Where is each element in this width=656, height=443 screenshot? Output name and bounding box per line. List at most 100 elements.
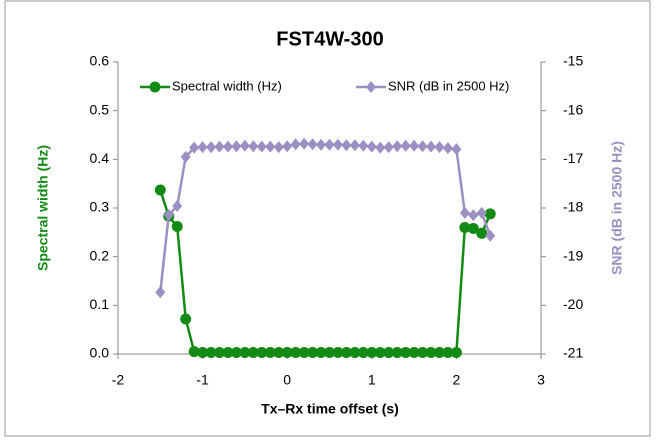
y2-tick-label: -18 [563, 199, 583, 215]
point [332, 347, 344, 359]
point [256, 347, 268, 359]
y-tick-label: 0.2 [90, 247, 110, 263]
point [450, 347, 462, 359]
point [247, 347, 259, 359]
point [290, 347, 302, 359]
point [426, 140, 437, 153]
point [409, 139, 420, 152]
point [485, 229, 496, 242]
point [459, 221, 471, 233]
point [434, 141, 445, 154]
point [316, 138, 327, 151]
point [383, 141, 394, 154]
point [188, 346, 200, 358]
point [214, 347, 226, 359]
legend-label: Spectral width (Hz) [172, 78, 282, 93]
y-tick-label: 0.4 [90, 150, 110, 166]
point [383, 347, 395, 359]
x-tick-label: 0 [283, 372, 291, 388]
point [340, 347, 352, 359]
chart-title: FST4W-300 [276, 28, 383, 50]
point [425, 347, 437, 359]
point [400, 139, 411, 152]
x-tick-label: 2 [453, 372, 461, 388]
y2-tick-label: -16 [563, 101, 583, 117]
point [417, 347, 429, 359]
point [400, 347, 412, 359]
x-tick-label: 3 [537, 372, 545, 388]
point [214, 140, 225, 153]
point [197, 347, 209, 359]
y2-tick-label: -17 [563, 150, 583, 166]
point [256, 140, 267, 153]
y-tick-label: 0.6 [90, 53, 110, 69]
point [230, 347, 242, 359]
y2-axis-label: SNR (dB in 2500 Hz) [609, 141, 625, 275]
point [349, 139, 360, 152]
point [375, 141, 386, 154]
legend-marker [149, 81, 161, 93]
point [222, 140, 233, 153]
x-tick-label: -2 [112, 372, 125, 388]
y2-tick-label: -21 [563, 345, 583, 361]
point [476, 206, 487, 219]
point [189, 141, 200, 154]
point [357, 347, 369, 359]
y2-tick-label: -19 [563, 247, 583, 263]
point [273, 347, 285, 359]
point [231, 140, 242, 153]
y-axis-label: Spectral width (Hz) [35, 145, 51, 271]
point [442, 347, 454, 359]
point [197, 141, 208, 154]
point [299, 137, 310, 150]
x-tick-label: -1 [196, 372, 209, 388]
point [307, 138, 318, 151]
x-axis-label: Tx–Rx time offset (s) [261, 401, 399, 417]
chart-frame [4, 0, 651, 437]
point [324, 347, 335, 359]
point [222, 347, 234, 359]
point [332, 138, 343, 151]
point [391, 347, 403, 359]
point [265, 140, 276, 153]
y2-tick-label: -20 [563, 296, 583, 312]
point [341, 139, 352, 152]
point [248, 140, 259, 153]
point [239, 347, 251, 359]
point [408, 347, 420, 359]
point [264, 347, 276, 359]
point [307, 347, 319, 359]
point [433, 347, 445, 359]
y-tick-label: 0.5 [90, 101, 110, 117]
point [155, 286, 166, 299]
point [417, 140, 428, 153]
point [451, 143, 462, 156]
point [349, 347, 361, 359]
point [468, 209, 479, 222]
point [467, 222, 479, 234]
point [324, 138, 335, 151]
legend-marker [366, 81, 376, 93]
point [298, 347, 310, 359]
point [366, 140, 377, 153]
point [392, 140, 403, 153]
point [484, 208, 496, 220]
point [358, 139, 369, 152]
point [281, 347, 293, 359]
point [290, 138, 301, 151]
point [374, 347, 386, 359]
y-tick-label: 0.1 [90, 296, 110, 312]
point [163, 208, 174, 221]
y-tick-label: 0.3 [90, 199, 110, 215]
point [476, 227, 488, 239]
point [282, 140, 293, 153]
point [172, 200, 183, 213]
point [154, 184, 166, 196]
point [206, 141, 217, 154]
point [171, 220, 183, 232]
point [180, 150, 191, 163]
point [442, 142, 453, 155]
point [315, 347, 327, 359]
y-tick-label: 0.0 [90, 345, 110, 361]
